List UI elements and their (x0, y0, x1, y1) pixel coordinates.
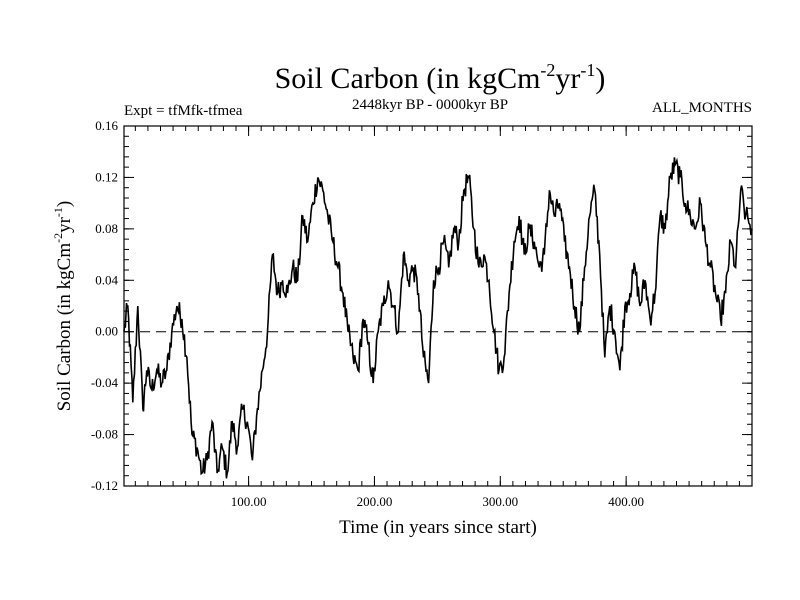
y-tick-label: 0.16 (95, 118, 118, 133)
y-tick-label: -0.12 (91, 478, 118, 493)
period-label: 2448kyr BP - 0000kyr BP (352, 97, 508, 113)
y-axis-label: Soil Carbon (in kgCm-2yr-1) (51, 201, 75, 412)
axis-ticks (124, 125, 752, 487)
chart-title: Soil Carbon (in kgCm-2yr-1) (275, 60, 606, 95)
y-tick-label: -0.04 (91, 375, 119, 390)
chart-title-end: ) (595, 62, 605, 95)
y-axis-label-main: Soil Carbon (in kgCm (54, 243, 75, 412)
axis-tick-labels: -0.12 -0.08 -0.04 0.00 0.04 0.08 0.12 0.16 100.0… (91, 118, 644, 509)
expt-label: Expt = tfMfk-tfmea (124, 103, 243, 119)
y-axis-label-sup2: -1 (51, 207, 65, 217)
chart-title-sup1: -2 (540, 60, 555, 80)
y-tick-label: 0.00 (95, 324, 118, 339)
x-axis-label: Time (in years since start) (339, 517, 537, 538)
y-axis-label-mid: yr (54, 216, 75, 233)
x-tick-label: 400.00 (608, 494, 644, 509)
chart-title-main: Soil Carbon (in kgCm (275, 62, 541, 95)
y-axis-label-sup1: -2 (51, 233, 65, 243)
x-tick-label: 100.00 (231, 494, 267, 509)
y-axis-label-end: ) (54, 201, 75, 207)
y-tick-label: 0.04 (95, 272, 118, 287)
months-label: ALL_MONTHS (652, 100, 752, 116)
y-tick-label: 0.08 (95, 221, 118, 236)
chart-title-sup2: -1 (580, 60, 595, 80)
soil-carbon-series-line (123, 157, 753, 479)
y-tick-label: 0.12 (95, 169, 118, 184)
chart-title-mid: yr (555, 62, 580, 95)
plot-frame (123, 125, 753, 487)
x-tick-label: 200.00 (357, 494, 393, 509)
y-tick-label: -0.08 (91, 427, 118, 442)
x-tick-label: 300.00 (482, 494, 518, 509)
